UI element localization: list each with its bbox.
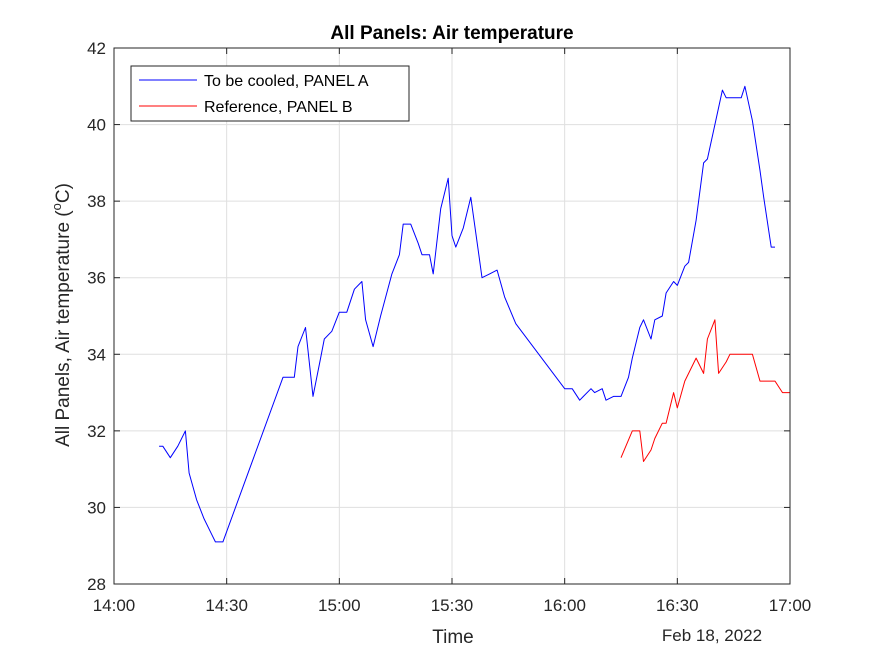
legend-entry-2: Reference, PANEL B <box>204 99 353 116</box>
legend-box <box>130 65 410 122</box>
legend-entry-1: To be cooled, PANEL A <box>204 73 369 90</box>
date-label: Feb 18, 2022 <box>662 626 762 645</box>
x-tick-label: 15:30 <box>431 596 474 615</box>
y-tick-label: 30 <box>87 498 106 517</box>
x-tick-label: 16:30 <box>656 596 699 615</box>
chart-title: All Panels: Air temperature <box>330 23 573 44</box>
series-line-2 <box>620 319 790 462</box>
y-tick-label: 34 <box>87 345 106 364</box>
x-tick-label: 17:00 <box>769 596 812 615</box>
ticks: 14:00 14:30 15:00 15:30 16:00 16:30 17:00 28 30 3… <box>87 39 811 615</box>
y-tick-label: 42 <box>87 39 106 58</box>
x-tick-label: 15:00 <box>318 596 361 615</box>
legend: To be cooled, PANEL A Reference, PANEL B <box>130 65 410 122</box>
y-tick-label: 36 <box>87 269 106 288</box>
x-tick-label: 14:30 <box>205 596 248 615</box>
y-tick-label: 38 <box>87 192 106 211</box>
y-axis-label-unit: C) <box>53 183 74 203</box>
y-axis-label-superscript: o <box>49 203 64 210</box>
y-axis-label: All Panels, Air temperature (oC) <box>49 183 74 447</box>
x-tick-label: 14:00 <box>93 596 136 615</box>
x-axis-label: Time <box>432 627 474 648</box>
y-axis-label-text: All Panels, Air temperature ( <box>53 210 74 447</box>
y-tick-label: 32 <box>87 422 106 441</box>
y-tick-label: 28 <box>87 575 106 594</box>
y-tick-label: 40 <box>87 116 106 135</box>
series-line-1 <box>159 85 775 543</box>
series-layer <box>159 85 790 543</box>
x-tick-label: 16:00 <box>543 596 586 615</box>
